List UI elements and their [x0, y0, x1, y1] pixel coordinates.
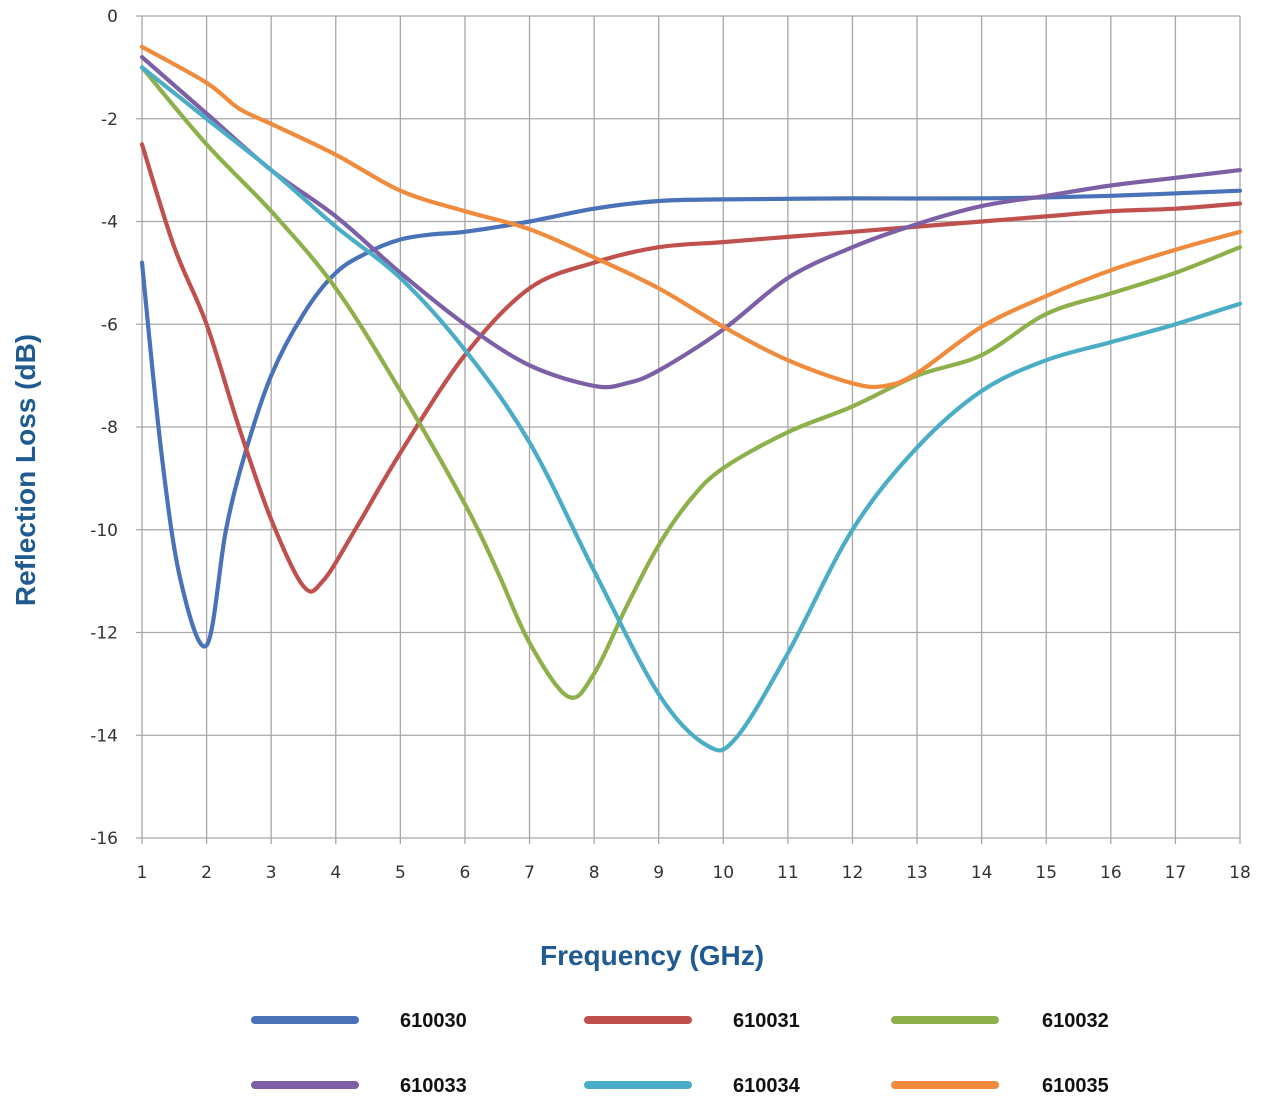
- y-tick-label: 0: [107, 7, 118, 27]
- x-tick-label: 14: [971, 863, 993, 883]
- x-tick-label: 9: [653, 863, 664, 883]
- y-axis-title: Reflection Loss (dB): [10, 334, 41, 606]
- x-tick-label: 5: [395, 863, 406, 883]
- legend-label: 610032: [1042, 1010, 1109, 1032]
- tick-labels: 1 2 3 4 5 6 7 8 9 10 11 12 13 14 15 16 17 180-2-4-6-8-10-…: [90, 7, 1251, 883]
- y-tick-label: -2: [101, 110, 118, 130]
- x-tick-label: 12: [842, 863, 864, 883]
- legend-label: 610031: [733, 1010, 800, 1032]
- y-tick-label: -10: [90, 521, 118, 541]
- y-tick-label: -12: [90, 624, 118, 644]
- x-tick-label: 11: [777, 863, 799, 883]
- grid: [136, 15, 1241, 844]
- x-tick-label: 17: [1165, 863, 1187, 883]
- x-axis-title: Frequency (GHz): [540, 940, 764, 971]
- x-tick-label: 15: [1035, 863, 1057, 883]
- series-lines: [139, 44, 1243, 753]
- series-line-610031: [139, 142, 1243, 594]
- legend-label: 610035: [1042, 1075, 1109, 1097]
- x-tick-label: 3: [266, 863, 277, 883]
- x-tick-label: 7: [524, 863, 535, 883]
- series-line-610030: [139, 188, 1243, 649]
- legend-label: 610034: [733, 1075, 801, 1097]
- legend: 610030 610031 610032 610033 610034 610035: [251, 1010, 1109, 1097]
- series-line-610035: [139, 44, 1243, 390]
- x-tick-label: 8: [589, 863, 600, 883]
- y-tick-label: -6: [101, 315, 118, 335]
- series-line-610034: [139, 65, 1243, 753]
- x-tick-label: 18: [1229, 863, 1251, 883]
- legend-label: 610033: [400, 1075, 467, 1097]
- y-tick-label: -8: [101, 418, 118, 438]
- y-tick-label: -14: [90, 726, 118, 746]
- x-tick-label: 1: [137, 863, 148, 883]
- legend-label: 610030: [400, 1010, 467, 1032]
- series-line-610033: [139, 55, 1243, 390]
- x-tick-label: 6: [460, 863, 471, 883]
- series-line-610032: [139, 65, 1243, 700]
- x-tick-label: 4: [330, 863, 341, 883]
- x-tick-label: 13: [906, 863, 928, 883]
- x-tick-label: 16: [1100, 863, 1122, 883]
- x-tick-label: 2: [201, 863, 212, 883]
- y-tick-label: -16: [90, 829, 118, 849]
- x-tick-label: 10: [712, 863, 734, 883]
- y-tick-label: -4: [101, 213, 118, 233]
